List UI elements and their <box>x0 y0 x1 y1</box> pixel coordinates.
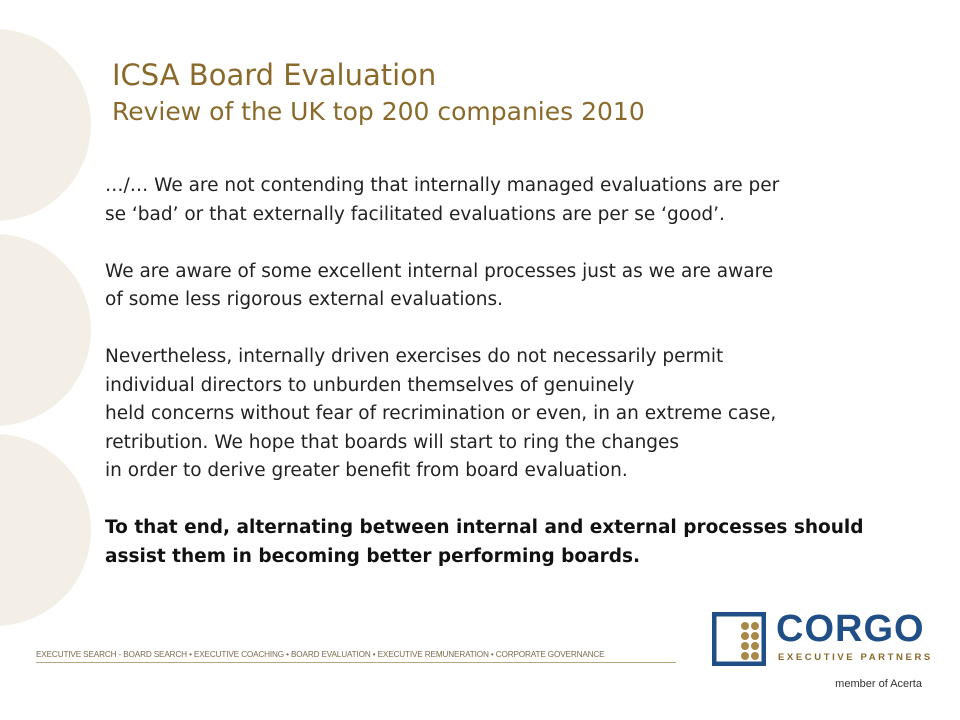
logo-wordmark: CORGO <box>776 608 925 650</box>
slide-title: ICSA Board Evaluation <box>112 58 437 92</box>
logo-tagline: EXECUTIVE PARTNERS <box>778 652 933 663</box>
slide-subtitle: Review of the UK top 200 companies 2010 <box>112 96 645 126</box>
decor-circle-top <box>0 29 91 221</box>
body-paragraph: To that end, alternating between interna… <box>105 514 905 571</box>
paragraph-line: retribution. We hope that boards will st… <box>105 431 680 453</box>
paragraph-line: To that end, alternating between interna… <box>105 517 864 538</box>
member-of-text: member of Acerta <box>835 678 922 690</box>
paragraph-line: se ‘bad’ or that externally facilitated … <box>105 203 725 225</box>
decorative-circles <box>0 29 91 626</box>
services-bar: EXECUTIVE SEARCH - BOARD SEARCH • EXECUT… <box>36 650 676 663</box>
title-block: ICSA Board Evaluation Review of the UK t… <box>112 58 645 127</box>
corgo-logo-mark <box>712 612 766 666</box>
body-text: …/… We are not contending that internall… <box>105 172 905 600</box>
paragraph-line: Nevertheless, internally driven exercise… <box>105 346 724 367</box>
paragraph-line: assist them in becoming better performin… <box>105 545 641 567</box>
decor-circle-bottom <box>0 434 91 626</box>
body-paragraph: We are aware of some excellent internal … <box>105 258 905 315</box>
paragraph-line: in order to derive greater benefit from … <box>105 460 628 481</box>
paragraph-line: …/… We are not contending that internall… <box>105 175 780 196</box>
services-divider <box>36 662 676 663</box>
services-list: EXECUTIVE SEARCH - BOARD SEARCH • EXECUT… <box>36 650 605 659</box>
corgo-logo: CORGO EXECUTIVE PARTNERS <box>712 608 930 668</box>
paragraph-line: individual directors to unburden themsel… <box>105 374 635 396</box>
decor-circle-middle <box>0 234 91 426</box>
paragraph-line: of some less rigorous external evaluatio… <box>105 289 504 310</box>
paragraph-line: held concerns without fear of recriminat… <box>105 403 777 424</box>
body-paragraph: Nevertheless, internally driven exercise… <box>105 343 905 486</box>
body-paragraph: …/… We are not contending that internall… <box>105 172 905 229</box>
paragraph-line: We are aware of some excellent internal … <box>105 260 774 282</box>
